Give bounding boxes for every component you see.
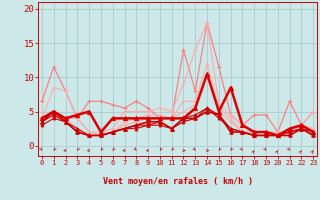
X-axis label: Vent moyen/en rafales ( km/h ): Vent moyen/en rafales ( km/h ) [103, 177, 252, 186]
